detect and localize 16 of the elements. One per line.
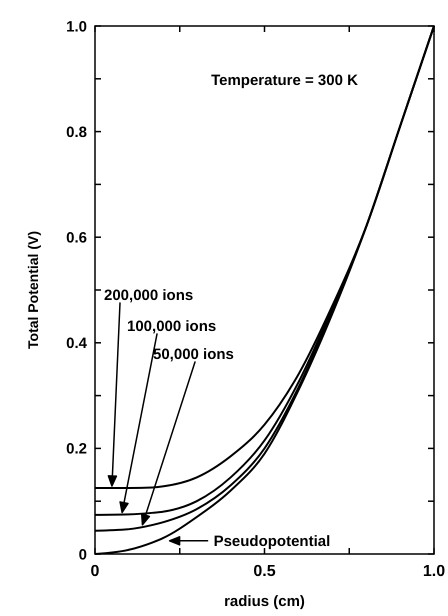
- x-tick-label: 0.5: [253, 563, 276, 580]
- x-tick-label: 0: [90, 563, 100, 580]
- y-tick-label: 0.8: [66, 124, 87, 141]
- annotation: Temperature = 300 K: [211, 72, 358, 89]
- y-tick-label: 0.4: [66, 335, 88, 352]
- y-tick-label: 0: [78, 546, 87, 564]
- annotation: 100,000 ions: [127, 318, 216, 335]
- y-tick-label: 0.6: [66, 229, 87, 246]
- y-axis-title: Total Potential (V): [25, 231, 41, 349]
- annotation: Pseudopotential: [214, 532, 330, 550]
- annotation: 200,000 ions: [104, 287, 194, 304]
- x-axis-title: radius (cm): [224, 593, 305, 610]
- y-tick-label: 1.0: [66, 18, 87, 36]
- annotation: 50,000 ions: [153, 346, 234, 363]
- x-tick-label: 1.0: [422, 563, 446, 580]
- y-tick-label: 0.2: [66, 440, 87, 458]
